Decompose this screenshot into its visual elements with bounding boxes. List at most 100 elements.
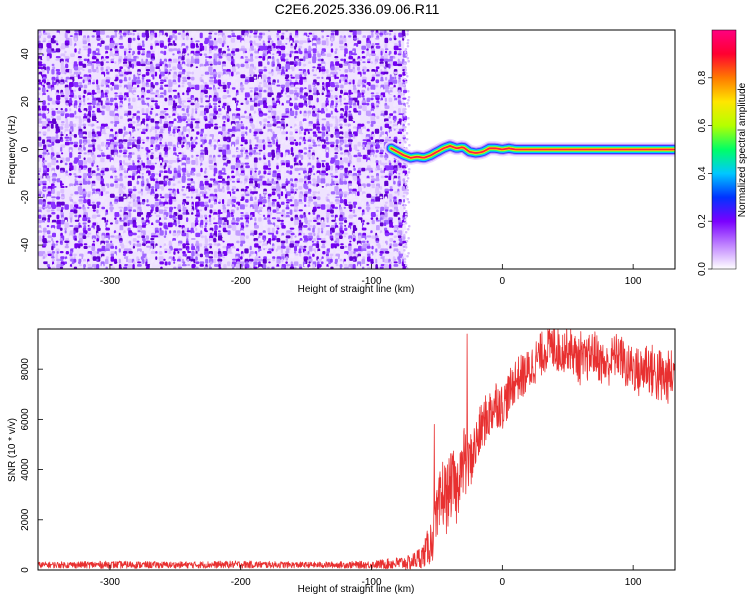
spectrogram-noise-cell	[344, 69, 349, 73]
spectrogram-noise-cell	[272, 63, 275, 66]
spectrogram-noise-cell	[208, 170, 213, 175]
spectrogram-noise-cell	[330, 152, 334, 155]
spectrogram-noise-cell	[347, 245, 352, 251]
spectrogram-noise-cell	[69, 35, 73, 37]
spectrogram-noise-cell	[137, 71, 142, 74]
spectrogram-noise-cell	[299, 162, 303, 166]
spectrogram-noise-cell	[187, 113, 190, 117]
spectrogram-noise-cell	[137, 157, 142, 160]
spectrogram-noise-cell	[69, 253, 73, 257]
spectrogram-noise-cell	[241, 136, 245, 143]
spectrogram-noise-cell	[52, 186, 57, 188]
spectrogram-noise-cell	[240, 149, 244, 153]
spectrogram-noise-cell	[73, 173, 77, 176]
spectrogram-noise-cell	[109, 154, 112, 158]
spectrogram-noise-cell	[79, 139, 83, 145]
spectrogram-noise-cell	[42, 131, 47, 135]
spectrogram-noise-cell	[289, 61, 295, 65]
spectrogram-noise-cell	[339, 266, 342, 269]
spectrogram-noise-cell	[254, 123, 258, 126]
spectrogram-noise-cell	[146, 193, 151, 200]
spectrogram-noise-cell	[55, 134, 59, 139]
spectrogram-noise-cell	[263, 196, 266, 199]
spectrogram-noise-cell	[249, 74, 252, 77]
spectrogram-noise-cell	[154, 191, 160, 194]
spectrogram-noise-cell	[214, 149, 217, 153]
spectrogram-noise-cell	[73, 144, 78, 148]
spectrogram-noise-cell	[344, 227, 348, 231]
spectrogram-noise-cell	[299, 240, 304, 244]
spectrogram-noise-cell	[290, 235, 293, 240]
spectrogram-noise-cell	[160, 50, 164, 54]
spectrogram-noise-cell	[118, 63, 124, 66]
spectrogram-noise-cell	[137, 76, 140, 80]
spectrogram-noise-cell	[239, 84, 244, 87]
spectrogram-noise-cell	[322, 53, 326, 57]
spectrogram-noise-cell	[159, 53, 163, 57]
spectrogram-noise-cell	[348, 82, 352, 85]
spectrogram-noise-cell	[101, 110, 105, 116]
spectrogram-noise-cell	[109, 48, 113, 51]
spectrogram-noise-cell	[74, 66, 79, 71]
spectrogram-noise-cell	[208, 61, 213, 65]
spectrogram-noise-cell	[177, 110, 181, 114]
spectrogram-noise-cell	[154, 212, 157, 215]
spectrogram-noise-cell	[83, 209, 87, 213]
spectrogram-noise-cell	[101, 245, 106, 252]
spectrogram-noise-cell	[267, 167, 272, 170]
spectrogram-noise-cell	[86, 63, 91, 66]
spectrogram-noise-cell	[213, 48, 217, 51]
spectrogram-noise-cell	[281, 131, 286, 135]
spectrogram-noise-cell	[317, 63, 322, 67]
spectrogram-noise-cell	[74, 245, 78, 249]
spectrogram-noise-cell	[69, 152, 73, 158]
spectrogram-noise-cell	[330, 66, 335, 71]
spectrogram-noise-cell	[325, 113, 331, 118]
spectrogram-noise-cell	[357, 227, 362, 234]
spectrogram-noise-cell	[290, 217, 294, 222]
spectrogram-noise-cell	[209, 97, 214, 101]
spectrogram-noise-cell	[56, 110, 61, 114]
spectrogram-noise-cell	[253, 173, 258, 179]
spectrogram-noise-cell	[339, 50, 343, 55]
spectrogram-noise-cell	[308, 253, 311, 257]
spectrogram-noise-cell	[285, 235, 291, 239]
spectrogram-noise-cell	[127, 222, 130, 227]
spectrogram-noise-cell	[88, 201, 91, 205]
spectrogram-noise-cell	[181, 178, 186, 183]
spectrogram-noise-cell	[163, 136, 168, 139]
spectrogram-noise-cell	[173, 134, 176, 138]
spectrogram-noise-cell	[154, 100, 158, 103]
spectrogram-noise-cell	[65, 134, 68, 137]
spectrogram-noise-cell	[164, 251, 168, 253]
spectrogram-noise-cell	[60, 154, 63, 157]
spectrogram-noise-cell	[330, 84, 336, 88]
spectrogram-noise-cell	[47, 256, 52, 261]
spectrogram-noise-cell	[158, 69, 161, 72]
spectrogram-noise-cell	[60, 264, 64, 267]
spectrogram-noise-cell	[164, 253, 167, 256]
spectrogram-noise-cell	[101, 58, 106, 62]
spectrogram-noise-cell	[131, 53, 134, 56]
spectrogram-noise-cell	[82, 61, 86, 64]
spectrogram-noise-cell	[316, 222, 321, 225]
spectrogram-noise-cell	[258, 37, 262, 41]
spectrogram-noise-cell	[203, 245, 208, 249]
spectrogram-noise-cell	[271, 217, 276, 220]
spectrogram-noise-cell	[155, 214, 160, 218]
spectrogram-noise-cell	[294, 40, 299, 44]
spectrogram-noise-cell	[51, 238, 54, 242]
spectrogram-noise-cell	[96, 30, 101, 36]
spectrogram-noise-cell	[164, 97, 168, 102]
spectrogram-noise-cell	[151, 100, 156, 103]
spectrogram-noise-cell	[312, 253, 315, 257]
spectrogram-noise-cell	[240, 144, 244, 147]
spectrogram-noise-cell	[313, 232, 316, 237]
spectrogram-noise-cell	[82, 40, 87, 45]
spectrogram-noise-cell	[235, 222, 239, 226]
spectrogram-noise-cell	[47, 235, 53, 239]
spectrogram-noise-cell	[339, 45, 344, 49]
spectrogram-noise-cell	[204, 89, 208, 94]
spectrogram-noise-cell	[248, 258, 254, 262]
